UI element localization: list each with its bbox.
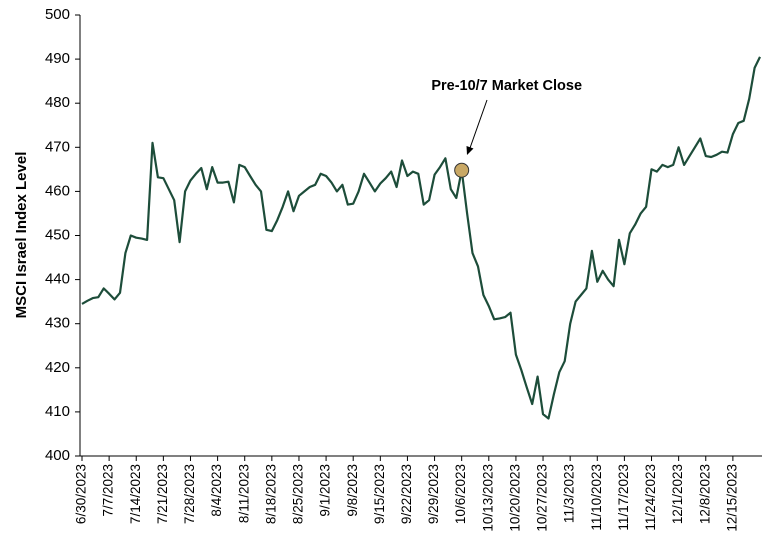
x-tick-label: 7/21/2023 [155, 464, 170, 524]
x-tick-label: 10/27/2023 [535, 464, 550, 532]
y-tick-label: 450 [45, 226, 70, 243]
x-tick-label: 11/10/2023 [589, 464, 604, 531]
x-tick-label: 11/3/2023 [562, 464, 577, 523]
x-tick-label: 10/6/2023 [453, 464, 468, 524]
y-tick-label: 490 [45, 50, 70, 67]
x-tick-label: 8/11/2023 [236, 464, 251, 523]
x-tick-label: 7/14/2023 [128, 464, 143, 524]
annotation-arrowhead [466, 146, 474, 155]
x-tick-label: 12/1/2023 [670, 464, 685, 524]
x-tick-label: 9/29/2023 [426, 464, 441, 524]
x-tick-label: 6/30/2023 [74, 464, 89, 524]
y-tick-label: 470 [45, 138, 70, 155]
x-tick-label: 11/17/2023 [616, 464, 631, 531]
y-tick-label: 500 [45, 6, 70, 23]
annotation-marker [454, 162, 470, 178]
y-tick-label: 460 [45, 182, 70, 199]
x-tick-label: 10/20/2023 [507, 464, 522, 532]
y-tick-label: 440 [45, 271, 70, 288]
annotation-arrow [469, 99, 488, 149]
data-line [81, 56, 761, 420]
x-tick-label: 8/25/2023 [291, 464, 306, 524]
y-axis-label: MSCI Israel Index Level [13, 152, 30, 319]
x-tick-label: 7/7/2023 [101, 464, 116, 517]
annotation-text: Pre-10/7 Market Close [431, 78, 582, 94]
x-tick-label: 7/28/2023 [182, 464, 197, 524]
y-tick-label: 410 [45, 403, 70, 420]
x-tick-label: 10/13/2023 [480, 464, 495, 532]
x-tick-label: 9/1/2023 [318, 464, 333, 517]
x-tick-label: 8/4/2023 [209, 464, 224, 517]
y-tick-label: 420 [45, 359, 70, 376]
y-tick-label: 400 [45, 447, 70, 464]
x-tick-label: 12/15/2023 [724, 464, 739, 532]
x-tick-label: 9/15/2023 [372, 464, 387, 524]
x-tick-label: 11/24/2023 [643, 464, 658, 531]
x-tick-label: 8/18/2023 [263, 464, 278, 524]
y-tick-label: 430 [45, 315, 70, 332]
x-tick-label: 12/8/2023 [697, 464, 712, 524]
x-tick-label: 9/8/2023 [345, 464, 360, 517]
x-tick-label: 9/22/2023 [399, 464, 414, 524]
y-tick-label: 480 [45, 94, 70, 111]
